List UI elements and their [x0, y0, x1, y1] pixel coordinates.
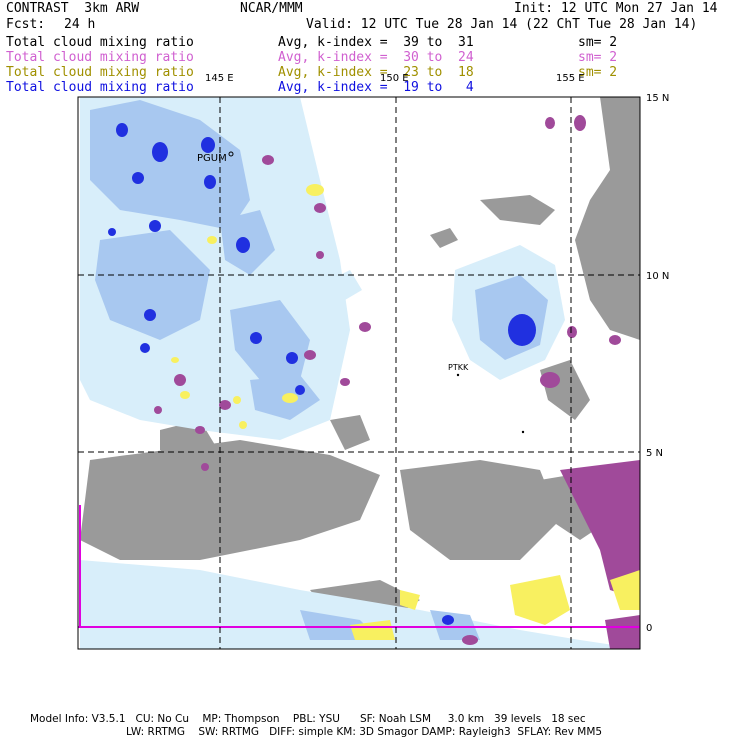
- legend-field-3: Total cloud mixing ratio: [6, 65, 194, 80]
- island-marker: [521, 430, 525, 434]
- legend-smooth-1: sm= 2: [578, 35, 618, 50]
- mid-level-cloud: [154, 115, 640, 649]
- legend-stat-2: Avg, k-index = 30 to 24: [278, 50, 474, 65]
- lat-label-5n: 5 N: [646, 448, 664, 459]
- model-info-line-1: Model Info: V3.5.1 CU: No Cu MP: Thompso…: [30, 713, 586, 725]
- lon-label-145: 145 E: [205, 73, 234, 84]
- init-time: Init: 12 UTC Mon 27 Jan 14: [514, 1, 718, 16]
- valid-time: Valid: 12 UTC Tue 28 Jan 14 (22 ChT Tue …: [306, 17, 698, 32]
- station-label-pgum: PGUM: [197, 153, 227, 164]
- forecast-hours: 24 h: [64, 17, 96, 32]
- organization: NCAR/MMM: [240, 1, 303, 16]
- legend-smooth-2: sm= 2: [578, 50, 618, 65]
- station-label-ptkk: PTKK: [448, 363, 469, 372]
- legend-stat-4: Avg, k-index = 19 to 4: [278, 80, 474, 95]
- lat-label-equator: 0: [646, 623, 653, 634]
- grid-lines: [78, 97, 640, 649]
- legend-field-1: Total cloud mixing ratio: [6, 35, 194, 50]
- station-marker-ptkk: [456, 373, 460, 377]
- lon-label-150: 150 E: [380, 73, 409, 84]
- forecast-label: Fcst:: [6, 17, 46, 32]
- legend-smooth-3: sm= 2: [578, 65, 618, 80]
- legend-field-4: Total cloud mixing ratio: [6, 80, 194, 95]
- legend-stat-3: Avg, k-index = 23 to 18: [278, 65, 474, 80]
- model-info-line-2: LW: RRTMG SW: RRTMG DIFF: simple KM: 3D …: [126, 726, 603, 738]
- lat-label-15n: 15 N: [646, 93, 670, 104]
- legend-stat-1: Avg, k-index = 39 to 31: [278, 35, 474, 50]
- map-frame: [77, 96, 641, 650]
- lon-label-155: 155 E: [556, 73, 585, 84]
- station-marker-pgum: [228, 151, 234, 157]
- legend-field-2: Total cloud mixing ratio: [6, 50, 194, 65]
- lat-label-10n: 10 N: [646, 271, 670, 282]
- low-level-cloud: [171, 184, 640, 640]
- cloud-cores: [108, 123, 536, 625]
- model-title: CONTRAST 3km ARW: [6, 1, 140, 16]
